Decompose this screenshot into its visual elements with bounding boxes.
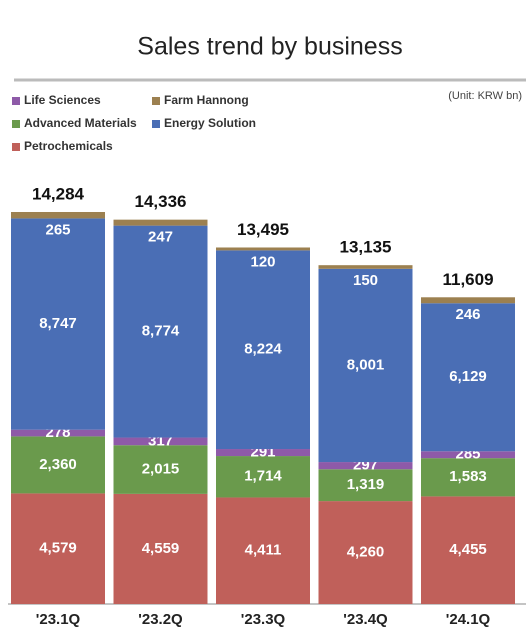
value-label: 8,224 — [244, 341, 282, 358]
bar-segment — [216, 247, 310, 251]
legend-swatch — [152, 97, 160, 105]
bar-segment — [11, 218, 105, 430]
value-label: 246 — [455, 306, 480, 323]
bar-segment — [216, 449, 310, 457]
value-label: 4,411 — [245, 542, 282, 559]
total-label: 13,495 — [237, 220, 289, 239]
value-label: 1,714 — [244, 468, 282, 485]
x-tick-label: '23.4Q — [343, 611, 388, 628]
value-label: 4,455 — [449, 541, 487, 558]
legend-label: Life Sciences — [24, 93, 101, 107]
bar-segment — [318, 469, 413, 502]
bar-segment — [113, 219, 208, 226]
legend-label: Advanced Materials — [24, 116, 137, 130]
total-label: 11,609 — [442, 270, 493, 289]
x-tick-label: '23.2Q — [138, 611, 183, 628]
value-label: 4,260 — [347, 544, 385, 561]
value-label: 4,559 — [142, 540, 180, 557]
legend-label: Energy Solution — [164, 116, 256, 130]
value-label: 265 — [45, 221, 70, 238]
value-label: 8,747 — [39, 315, 77, 332]
legend-swatch — [152, 120, 160, 128]
chart-title: Sales trend by business — [137, 33, 402, 61]
bar-segment — [216, 497, 310, 604]
value-label: 1,583 — [449, 468, 487, 485]
value-label: 247 — [148, 229, 173, 246]
bar-segment — [216, 250, 310, 450]
value-label: 8,774 — [142, 323, 180, 340]
value-label: 120 — [250, 253, 275, 270]
bar-segment — [421, 458, 515, 497]
x-tick-label: '23.1Q — [36, 611, 81, 628]
legend-swatch — [12, 120, 20, 128]
x-tick-label: '23.3Q — [241, 611, 286, 628]
bar-segment — [421, 297, 515, 304]
bar-segment — [421, 451, 515, 459]
bar-segment — [113, 225, 208, 438]
bar-segment — [113, 493, 208, 604]
bar-segment — [11, 436, 105, 494]
total-label: 14,284 — [32, 184, 85, 203]
bar-segment — [421, 303, 515, 452]
value-label: 8,001 — [347, 356, 385, 373]
bar-segment — [113, 437, 208, 446]
legend-label: Petrochemicals — [24, 139, 113, 153]
bar-segment — [421, 496, 515, 604]
total-label: 13,135 — [340, 238, 392, 257]
value-label: 4,579 — [39, 540, 77, 557]
legend-swatch — [12, 97, 20, 105]
bar-segment — [11, 429, 105, 437]
unit-label: (Unit: KRW bn) — [448, 90, 522, 102]
bar-segment — [318, 462, 413, 470]
value-label: 1,319 — [347, 476, 385, 493]
legend-swatch — [12, 143, 20, 151]
legend-label: Farm Hannong — [164, 93, 249, 107]
bar-segment — [113, 445, 208, 494]
value-label: 150 — [353, 272, 378, 289]
value-label: 6,129 — [449, 368, 487, 385]
bar-segment — [11, 212, 105, 219]
value-label: 2,360 — [39, 456, 77, 473]
x-tick-label: '24.1Q — [446, 611, 491, 628]
total-label: 14,336 — [135, 192, 187, 211]
bar-segment — [318, 501, 413, 604]
bar-segment — [216, 456, 310, 498]
bar-segment — [318, 268, 413, 463]
bar-segment — [11, 493, 105, 604]
value-label: 2,015 — [142, 461, 180, 478]
bar-segment — [318, 265, 413, 269]
